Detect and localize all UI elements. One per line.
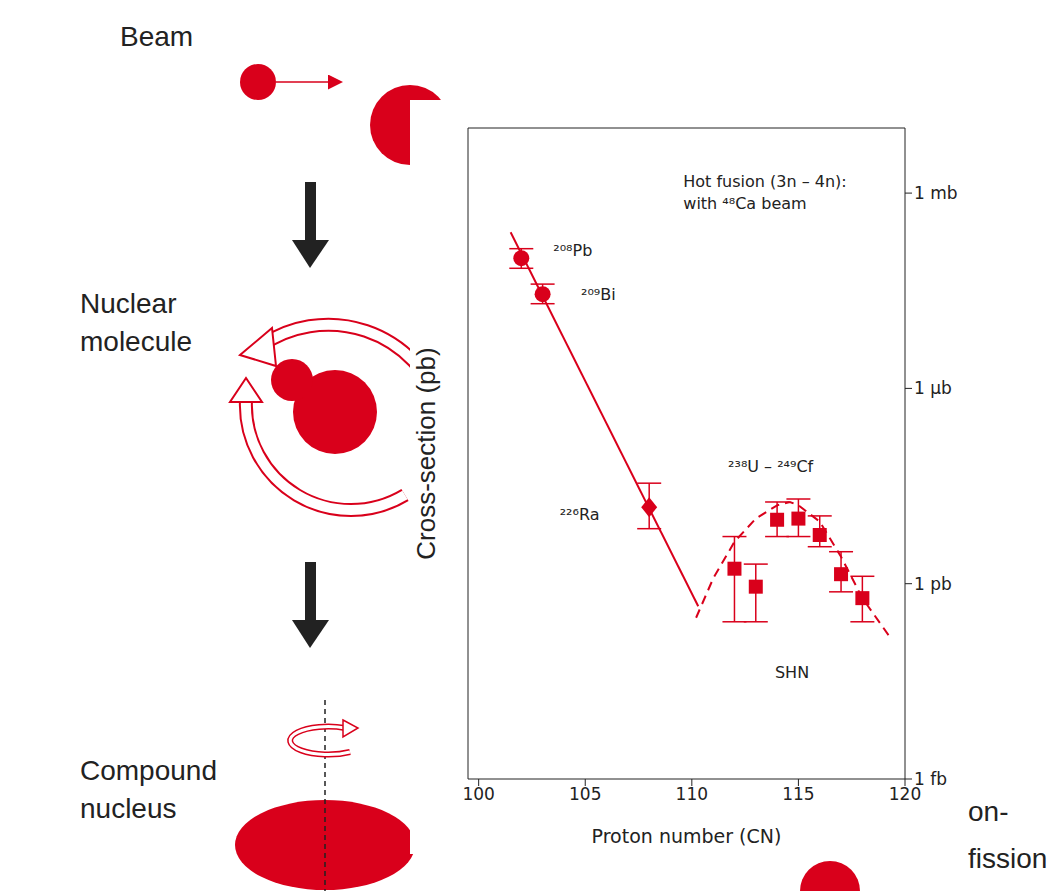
svg-text:²³⁸U – ²⁴⁹Cf: ²³⁸U – ²⁴⁹Cf bbox=[728, 457, 814, 476]
svg-text:²⁰⁹Bi: ²⁰⁹Bi bbox=[581, 285, 616, 304]
svg-text:120: 120 bbox=[888, 784, 922, 805]
svg-text:²²⁶Ra: ²²⁶Ra bbox=[560, 505, 600, 524]
svg-text:110: 110 bbox=[676, 784, 708, 804]
html-text:Beam: Beam bbox=[120, 21, 194, 52]
svg-text:1 μb: 1 μb bbox=[914, 378, 952, 398]
svg-text:²⁰⁸Pb: ²⁰⁸Pb bbox=[553, 241, 592, 260]
svg-text:1 pb: 1 pb bbox=[914, 574, 952, 594]
svg-text:Hot fusion (3n – 4n):: Hot fusion (3n – 4n): bbox=[683, 172, 846, 191]
html-text:Nuclear molecule: Nuclear molecule bbox=[80, 288, 193, 357]
svg-text:115: 115 bbox=[782, 784, 814, 804]
svg-text:with ⁴⁸Ca beam: with ⁴⁸Ca beam bbox=[683, 194, 806, 213]
html-text:Compound nucleus: Compound nucleus bbox=[80, 755, 217, 824]
svg-text:1 mb: 1 mb bbox=[914, 183, 958, 203]
html-text:on-: on- bbox=[968, 796, 1009, 827]
html-text:fission: fission bbox=[968, 843, 1048, 874]
svg-text:Cross-section (pb): Cross-section (pb) bbox=[411, 347, 441, 559]
svg-text:SHN: SHN bbox=[775, 663, 809, 682]
svg-text:100: 100 bbox=[462, 784, 494, 804]
svg-text:Proton number (CN): Proton number (CN) bbox=[592, 825, 782, 847]
svg-text:1 fb: 1 fb bbox=[914, 769, 947, 789]
svg-text:105: 105 bbox=[569, 784, 601, 804]
